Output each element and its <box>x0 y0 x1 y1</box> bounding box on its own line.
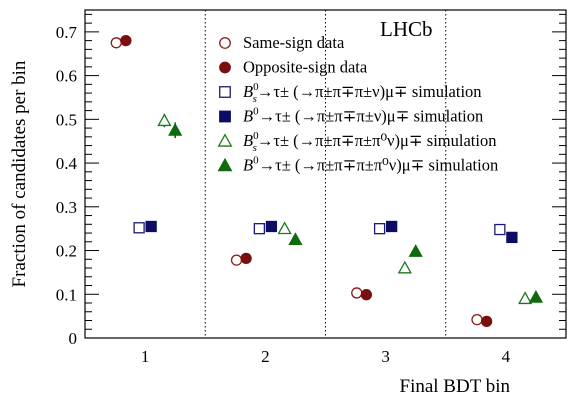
data-point <box>351 287 363 299</box>
legend-label: Opposite-sign data <box>243 58 368 77</box>
legend-entry-b3: B0→τ± (→π±π∓π±ν)μ∓ simulation <box>219 106 483 126</box>
series-bs3p0 <box>157 113 533 305</box>
data-point <box>518 291 533 305</box>
legend-label: Same-sign data <box>243 33 345 52</box>
data-point <box>168 122 183 136</box>
data-point <box>133 222 145 234</box>
y-tick-label: 0.6 <box>56 67 77 86</box>
legend-entry-bs3: B0 s→τ± (→π±π∓π±ν)μ∓ simulation <box>219 81 482 105</box>
legend-label: B0 s→τ± (→π±π∓π±ν)μ∓ simulation <box>243 81 482 105</box>
data-point <box>506 231 518 244</box>
data-point <box>253 223 266 235</box>
plot-area: 0 0.1 0.2 0.3 0.4 0.5 0.6 0.7 1 2 3 4 <box>56 9 567 366</box>
legend-label: B0 s→τ± (→π±π∓π±π⁰ν)μ∓ simulation <box>243 130 496 154</box>
data-point <box>471 313 483 326</box>
data-point <box>385 220 398 233</box>
data-point <box>494 223 506 236</box>
y-tick-label: 0 <box>69 329 78 348</box>
y-tick-label: 0.4 <box>56 154 78 173</box>
data-marks <box>110 34 544 328</box>
legend-entry-os: Opposite-sign data <box>219 58 368 77</box>
data-point <box>373 223 386 235</box>
legend-entry-bs3p0: B0 s→τ± (→π±π∓π±π⁰ν)μ∓ simulation <box>217 130 496 154</box>
x-tick-label: 2 <box>261 347 270 366</box>
data-point <box>480 315 493 328</box>
y-tick-label: 0.3 <box>56 198 77 217</box>
series-b3 <box>145 220 518 244</box>
data-point <box>265 220 278 233</box>
data-point <box>397 260 412 274</box>
series-bs3 <box>133 222 506 236</box>
data-point <box>145 220 157 233</box>
x-tick-label: 1 <box>141 347 150 366</box>
legend-marker <box>219 61 231 74</box>
x-tick-label: 4 <box>502 347 511 366</box>
x-tick-label: 3 <box>381 347 390 366</box>
data-point <box>110 37 122 49</box>
data-point <box>240 252 252 265</box>
data-point <box>360 289 373 301</box>
legend-marker <box>219 110 231 123</box>
legend: Same-sign data Opposite-sign data B0 s→τ± (… <box>217 33 498 175</box>
legend-label: B0→τ± (→π±π∓π±π⁰ν)μ∓ simulation <box>243 155 498 175</box>
legend-entry-b3p0: B0→τ± (→π±π∓π±π⁰ν)μ∓ simulation <box>217 155 498 175</box>
data-point <box>157 113 172 127</box>
series-b3p0 <box>168 122 544 303</box>
legend-label: B0→τ± (→π±π∓π±ν)μ∓ simulation <box>243 106 483 126</box>
legend-entry-ss: Same-sign data <box>219 33 345 52</box>
x-axis-label: Final BDT bin <box>400 376 511 397</box>
lhcb-label: LHCb <box>380 17 433 41</box>
data-point <box>288 232 303 246</box>
y-tick-label: 0.5 <box>56 110 77 129</box>
legend-marker <box>217 157 233 172</box>
data-point <box>408 244 423 257</box>
data-point <box>277 221 292 235</box>
data-point <box>120 34 132 47</box>
y-tick-label: 0.7 <box>56 23 78 42</box>
legend-marker <box>217 133 233 147</box>
y-axis-label: Fraction of candidates per bin <box>9 60 30 287</box>
y-tick-label: 0.1 <box>56 285 77 304</box>
legend-marker <box>219 37 231 49</box>
y-tick-label: 0.2 <box>56 242 77 261</box>
legend-marker <box>219 86 231 98</box>
data-point <box>230 254 243 266</box>
series-os <box>120 34 493 328</box>
series-ss <box>110 37 483 326</box>
data-point <box>528 289 544 303</box>
